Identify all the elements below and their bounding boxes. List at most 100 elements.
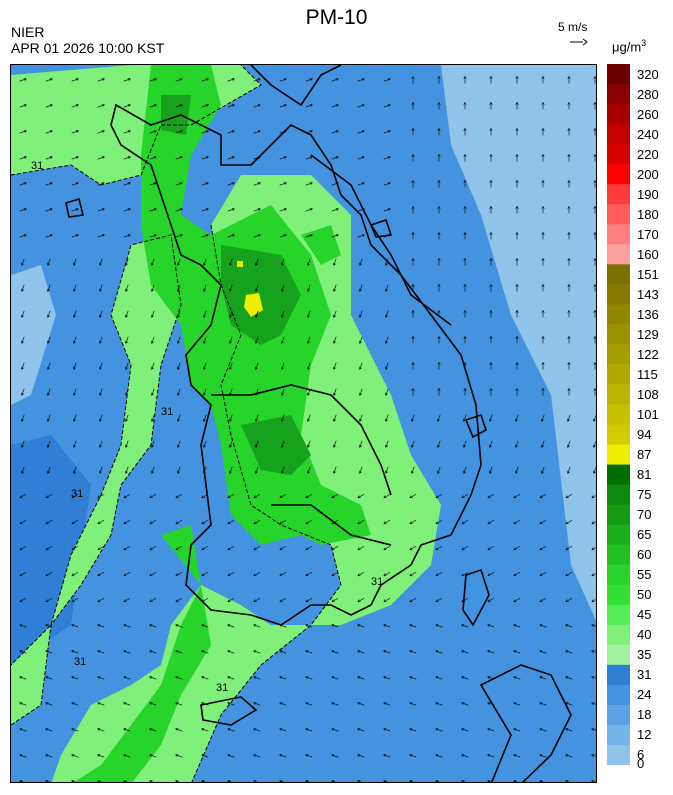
wind-arrow: [383, 156, 391, 160]
wind-arrow-head: [593, 179, 596, 183]
wind-arrow-head: [593, 205, 596, 209]
wind-arrow-head: [177, 444, 180, 448]
wind-arrow: [359, 310, 363, 318]
wind-arrow-head: [593, 470, 596, 474]
wind-arrow-head: [435, 495, 439, 499]
wind-arrow-head: [99, 470, 102, 474]
wind-arrow: [45, 208, 53, 212]
wind-arrow-head: [99, 288, 102, 292]
wind-arrow: [73, 258, 77, 266]
wind-arrow-head: [591, 676, 595, 679]
wind-arrow-head: [567, 75, 571, 79]
wind-arrow-head: [305, 754, 309, 757]
wind-arrow-head: [331, 547, 335, 551]
wind-arrow-head: [515, 231, 519, 235]
wind-arrow: [123, 754, 131, 758]
wind-arrow-head: [307, 262, 310, 266]
wind-arrow: [409, 571, 417, 577]
wind-arrow: [487, 702, 495, 706]
wind-arrow: [227, 234, 235, 238]
wind-arrow: [229, 310, 233, 318]
wind-arrow: [125, 440, 129, 448]
wind-arrow-head: [489, 470, 492, 474]
wind-arrow-head: [177, 366, 180, 370]
wind-arrow-head: [229, 418, 232, 422]
wind-arrow: [21, 310, 25, 318]
wind-arrow-head: [45, 780, 49, 782]
coastline: [65, 65, 572, 782]
wind-arrow-head: [565, 754, 569, 757]
wind-arrow-head: [227, 624, 231, 627]
wind-arrow: [541, 414, 545, 422]
wind-arrow: [177, 440, 181, 448]
wind-arrow-head: [359, 262, 362, 266]
wind-arrow: [461, 728, 469, 732]
wind-arrow: [383, 493, 391, 499]
wind-arrow-head: [463, 205, 467, 209]
wind-arrow-head: [463, 127, 467, 131]
colorbar-swatch: [607, 444, 630, 466]
colorbar-swatch: [607, 164, 630, 185]
wind-arrow-head: [515, 153, 519, 157]
wind-arrow: [97, 650, 105, 654]
wind-arrow: [71, 754, 79, 758]
wind-arrow: [515, 414, 519, 422]
wind-arrow: [47, 336, 51, 344]
wind-arrow: [201, 702, 209, 706]
wind-arrow: [19, 545, 27, 551]
wind-arrow: [45, 702, 53, 706]
wind-arrow-head: [227, 702, 231, 705]
wind-arrow-head: [591, 547, 595, 551]
wind-arrow-head: [279, 728, 283, 731]
wind-arrow-head: [19, 495, 23, 499]
wind-arrow: [357, 728, 365, 732]
wind-arrow: [591, 624, 596, 627]
wind-arrow: [357, 493, 365, 499]
colorbar-tick-label: 50: [637, 587, 652, 603]
wind-arrow-head: [151, 470, 154, 474]
wind-arrow: [593, 466, 596, 474]
wind-arrow-head: [179, 182, 183, 185]
wind-arrow-head: [47, 470, 50, 474]
wind-arrow-head: [335, 130, 339, 133]
wind-arrow-head: [123, 599, 127, 603]
wind-arrow-head: [283, 156, 287, 159]
wind-arrow: [19, 156, 27, 160]
wind-arrow-head: [279, 702, 283, 705]
colorbar-tick-label: 151: [637, 266, 659, 282]
wind-arrow-head: [97, 728, 101, 731]
wind-arrow: [227, 545, 235, 551]
wind-arrow: [71, 650, 79, 654]
wind-arrow: [591, 599, 596, 603]
wind-arrow: [331, 650, 339, 654]
colorbar-tick-label: 70: [637, 507, 652, 523]
wind-arrow-head: [123, 547, 127, 551]
wind-arrow-head: [539, 754, 543, 757]
wind-arrow: [255, 258, 259, 266]
wind-arrow-head: [175, 547, 179, 551]
wind-arrow-head: [387, 104, 391, 107]
wind-arrow: [461, 571, 469, 577]
wind-arrow-head: [177, 314, 180, 318]
wind-arrow-head: [205, 104, 209, 107]
wind-arrow: [19, 780, 24, 782]
wind-arrow-head: [97, 650, 101, 653]
wind-arrow-head: [153, 78, 157, 81]
wind-arrow: [97, 493, 105, 499]
wind-arrow: [279, 545, 287, 551]
wind-arrow: [97, 571, 105, 577]
wind-arrow-head: [99, 314, 102, 318]
wind-arrow: [409, 754, 417, 758]
wind-arrow: [591, 780, 596, 782]
wind-arrow-head: [361, 156, 365, 159]
wind-arrow-head: [357, 624, 361, 627]
wind-arrow: [565, 493, 573, 499]
wind-arrow-head: [309, 182, 313, 185]
wind-arrow-head: [21, 262, 24, 266]
wind-arrow-head: [541, 283, 545, 287]
wind-arrow-head: [229, 262, 232, 266]
wind-arrow-head: [515, 470, 518, 474]
wind-arrow-head: [175, 754, 179, 757]
wind-arrow: [357, 104, 365, 108]
wind-arrow-head: [279, 547, 283, 551]
